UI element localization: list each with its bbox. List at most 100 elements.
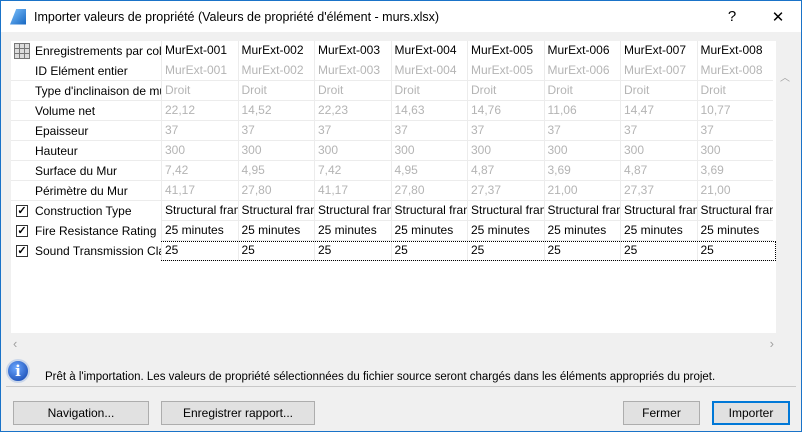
row-label: ✓ Fire Resistance Rating (11, 221, 161, 241)
table-cell: MurExt-006 (543, 61, 620, 81)
grid-header-row: Enregistrements par colonneMurExt-001Mur… (11, 41, 776, 61)
table-cell: 25 minutes (237, 221, 314, 241)
column-header[interactable]: MurExt-003 (314, 41, 391, 61)
table-cell: Droit (543, 81, 620, 101)
import-button[interactable]: Importer (712, 401, 790, 425)
close-window-button[interactable]: ✕ (771, 8, 785, 26)
table-cell: Droit (314, 81, 391, 101)
close-button[interactable]: Fermer (623, 401, 700, 425)
table-cell: 25 minutes (696, 221, 773, 241)
property-grid: Enregistrements par colonneMurExt-001Mur… (11, 41, 776, 333)
table-cell: 25 minutes (161, 221, 238, 241)
column-header[interactable]: MurExt-001 (161, 41, 238, 61)
grid-layout-icon[interactable] (14, 43, 30, 59)
table-row[interactable]: ✓Sound Transmission Class252525252525252… (11, 241, 776, 261)
column-header[interactable]: MurExt-002 (237, 41, 315, 61)
column-header[interactable]: MurExt-006 (543, 41, 621, 61)
table-cell: 300 (543, 141, 620, 161)
row-label: Périmètre du Mur (11, 181, 161, 201)
scroll-left-icon[interactable]: ‹ (13, 336, 18, 351)
table-cell: Structural frame (696, 201, 773, 221)
table-cell: Structural frame (237, 201, 314, 221)
table-cell: 37 (237, 121, 314, 141)
table-cell: 25 minutes (390, 221, 467, 241)
table-cell: 25 (543, 241, 620, 261)
table-cell: MurExt-007 (620, 61, 697, 81)
table-cell: MurExt-004 (390, 61, 467, 81)
table-cell: 27,80 (237, 181, 314, 201)
table-cell: 300 (620, 141, 697, 161)
scroll-up-icon[interactable]: ︿ (780, 73, 790, 84)
table-cell: 11,06 (543, 101, 620, 121)
table-cell: 300 (467, 141, 544, 161)
table-cell: 25 minutes (543, 221, 620, 241)
table-cell: MurExt-008 (696, 61, 773, 81)
row-label: ✓Sound Transmission Class (11, 241, 161, 261)
table-cell: 3,69 (543, 161, 620, 181)
table-cell: 37 (390, 121, 467, 141)
window-title: Importer valeurs de propriété (Valeurs d… (34, 9, 440, 24)
save-report-button[interactable]: Enregistrer rapport... (161, 401, 315, 425)
table-cell: 22,23 (314, 101, 391, 121)
column-header[interactable]: MurExt-005 (467, 41, 544, 61)
table-cell: 25 (390, 241, 467, 261)
table-cell: 25 (237, 241, 314, 261)
table-cell: 21,00 (543, 181, 620, 201)
table-row[interactable]: Hauteur 300 300 300 300 300 300 300 300 (11, 141, 776, 161)
table-cell: 300 (314, 141, 391, 161)
table-cell: 3,69 (696, 161, 773, 181)
table-cell: Droit (390, 81, 467, 101)
info-icon: i (6, 359, 30, 383)
table-cell: 41,17 (161, 181, 238, 201)
table-cell: 37 (543, 121, 620, 141)
row-label: Volume net (11, 101, 161, 121)
table-row[interactable]: Volume net 22,12 14,52 22,23 14,63 14,76 11,06… (11, 101, 776, 121)
table-cell: MurExt-001 (161, 61, 238, 81)
row-checkbox[interactable]: ✓ (16, 245, 28, 257)
table-cell: 14,63 (390, 101, 467, 121)
table-cell: 25 minutes (314, 221, 391, 241)
column-header[interactable]: MurExt-004 (390, 41, 468, 61)
scroll-right-icon[interactable]: › (769, 336, 774, 351)
navigation-button[interactable]: Navigation... (13, 401, 149, 425)
row-checkbox[interactable]: ✓ (16, 225, 28, 237)
table-cell: 300 (237, 141, 314, 161)
table-cell: 4,87 (620, 161, 697, 181)
table-cell: 41,17 (314, 181, 391, 201)
row-checkbox[interactable]: ✓ (16, 205, 28, 217)
row-label: Surface du Mur (11, 161, 161, 181)
table-cell: 25 (696, 241, 773, 261)
status-message: Prêt à l'importation. Les valeurs de pro… (45, 371, 716, 383)
table-row[interactable]: Surface du Mur 7,42 4,95 7,42 4,95 4,87 3,69 4,… (11, 161, 776, 181)
table-row[interactable]: Périmètre du Mur 41,17 27,80 41,17 27,80 27,3… (11, 181, 776, 201)
table-row[interactable]: Type d'inclinaison de mur Droit Droit Droit… (11, 81, 776, 101)
table-cell: Droit (467, 81, 544, 101)
column-header[interactable]: MurExt-007 (620, 41, 697, 61)
table-cell: 14,52 (237, 101, 314, 121)
help-button[interactable]: ? (727, 8, 737, 25)
table-cell: 25 minutes (620, 221, 697, 241)
table-cell: 37 (696, 121, 773, 141)
table-cell: 22,12 (161, 101, 238, 121)
table-cell: 37 (314, 121, 391, 141)
table-cell: 7,42 (161, 161, 238, 181)
table-cell: 37 (467, 121, 544, 141)
table-row[interactable]: ✓ Fire Resistance Rating 25 minutes 25 minu… (11, 221, 776, 241)
table-row[interactable]: ID Elément entier MurExt-001 MurExt-002 Mur… (11, 61, 776, 81)
table-cell: 21,00 (696, 181, 773, 201)
table-cell: 37 (161, 121, 238, 141)
table-cell: Structural frame (314, 201, 391, 221)
horizontal-scrollbar[interactable]: ‹ › (11, 335, 776, 351)
header-label-cell: Enregistrements par colonne (11, 41, 161, 61)
table-cell: 300 (390, 141, 467, 161)
table-cell: Droit (161, 81, 238, 101)
table-cell: 25 minutes (467, 221, 544, 241)
table-cell: 27,80 (390, 181, 467, 201)
table-cell: MurExt-002 (237, 61, 314, 81)
column-header[interactable]: MurExt-008 (696, 41, 774, 61)
vertical-scrollbar[interactable]: ︿ (778, 41, 792, 333)
row-label: Epaisseur (11, 121, 161, 141)
table-row[interactable]: Epaisseur 37 37 37 37 37 37 37 37 (11, 121, 776, 141)
